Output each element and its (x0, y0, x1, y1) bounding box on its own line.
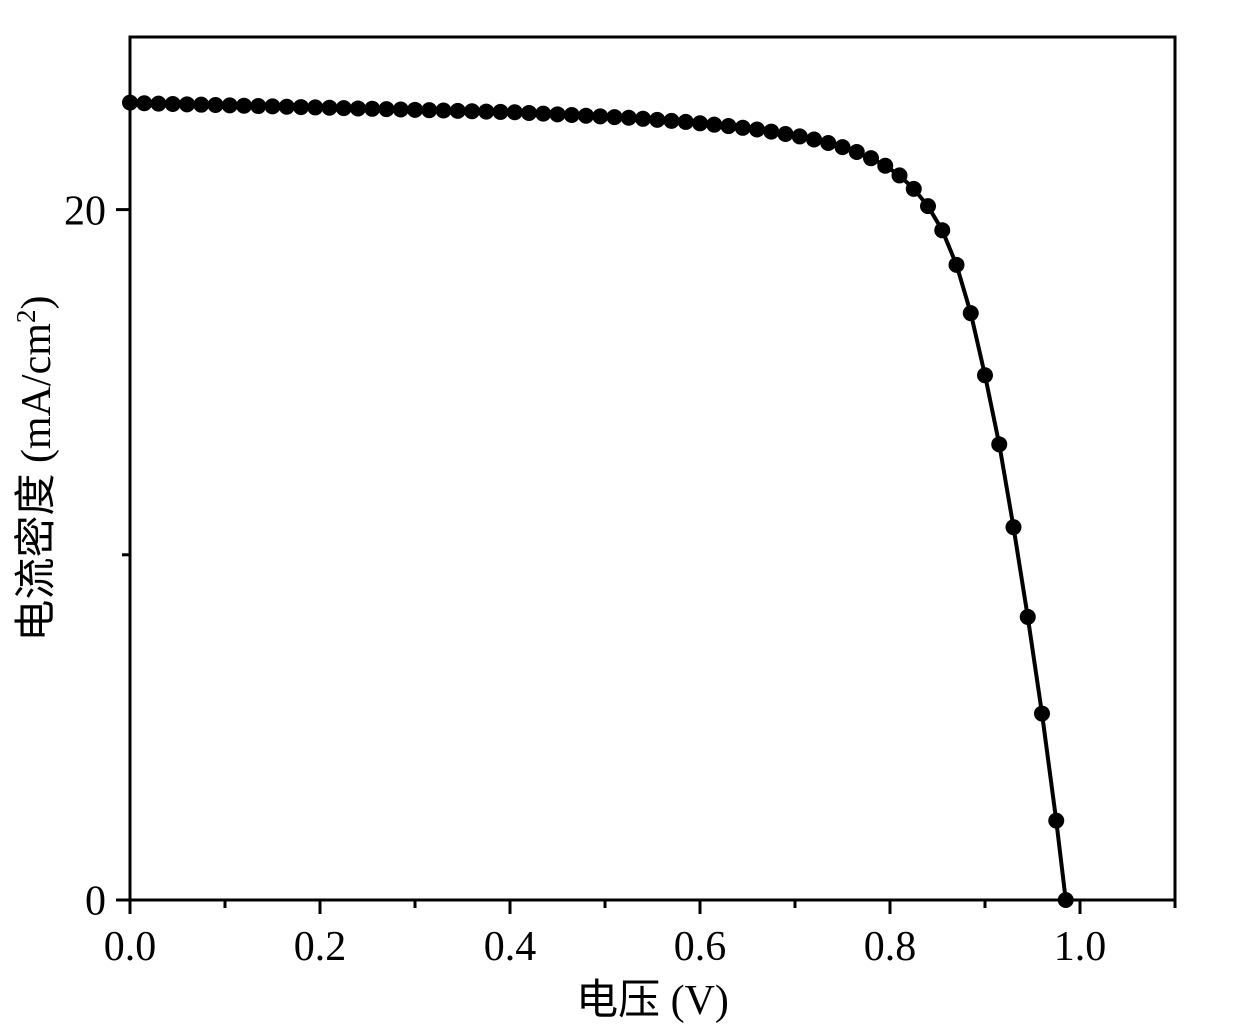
data-marker (1034, 706, 1050, 722)
data-marker (692, 115, 708, 131)
data-marker (934, 222, 950, 238)
data-marker (507, 104, 523, 120)
data-marker (621, 110, 637, 126)
data-marker (250, 98, 266, 114)
data-marker (849, 144, 865, 160)
data-marker (1048, 813, 1064, 829)
data-marker (835, 139, 851, 155)
data-marker (678, 114, 694, 130)
data-marker (478, 104, 494, 120)
data-marker (721, 118, 737, 134)
data-marker (122, 95, 138, 111)
data-marker (735, 120, 751, 136)
chart-svg: 0.0 0.2 0.4 0.6 0.8 1.0 0 20 电压 (V) 电流密度 (mA/cm2) (0, 0, 1240, 1032)
data-marker (877, 158, 893, 174)
data-marker (421, 102, 437, 118)
data-marker (963, 305, 979, 321)
y-tick-label: 0 (85, 879, 106, 925)
y-axis-label: 电流密度 (mA/cm2) (11, 295, 60, 641)
x-tick-label: 0.8 (864, 924, 917, 970)
data-marker (350, 100, 366, 116)
data-marker (450, 103, 466, 119)
data-marker (607, 109, 623, 125)
data-marker (236, 98, 252, 114)
data-marker (293, 99, 309, 115)
data-marker (763, 124, 779, 140)
data-line (130, 103, 1066, 900)
data-marker (336, 100, 352, 116)
plot-frame (130, 37, 1175, 900)
data-marker (578, 108, 594, 124)
data-marker (165, 96, 181, 112)
data-marker (307, 99, 323, 115)
data-marker (436, 103, 452, 119)
data-marker (792, 128, 808, 144)
data-marker (892, 167, 908, 183)
data-marker (379, 101, 395, 117)
data-marker (393, 101, 409, 117)
data-marker (906, 181, 922, 197)
data-marker (136, 95, 152, 111)
data-marker (193, 97, 209, 113)
data-marker (535, 106, 551, 122)
data-marker (820, 135, 836, 151)
data-marker (592, 108, 608, 124)
data-marker (1020, 609, 1036, 625)
x-tick-label: 0.0 (104, 924, 157, 970)
data-marker (635, 111, 651, 127)
data-marker (1058, 892, 1074, 908)
data-marker (364, 101, 380, 117)
data-marker (991, 436, 1007, 452)
data-marker (664, 113, 680, 129)
data-marker (806, 132, 822, 148)
data-marker (407, 102, 423, 118)
data-marker (265, 98, 281, 114)
data-marker (521, 105, 537, 121)
x-tick-label: 0.2 (294, 924, 347, 970)
data-marker (949, 257, 965, 273)
data-marker (564, 107, 580, 123)
data-marker (279, 99, 295, 115)
x-tick-label: 0.4 (484, 924, 537, 970)
y-tick-label: 20 (64, 188, 106, 234)
data-marker (179, 96, 195, 112)
data-marker (863, 150, 879, 166)
data-marker (920, 198, 936, 214)
data-marker (778, 126, 794, 142)
data-marker (322, 100, 338, 116)
data-marker (749, 122, 765, 138)
data-marker (977, 367, 993, 383)
x-tick-label: 1.0 (1054, 924, 1107, 970)
data-marker (649, 112, 665, 128)
data-marker (464, 103, 480, 119)
x-tick-label: 0.6 (674, 924, 727, 970)
data-marker (706, 117, 722, 133)
jv-curve-chart: 0.0 0.2 0.4 0.6 0.8 1.0 0 20 电压 (V) 电流密度 (mA/cm2) (0, 0, 1240, 1032)
data-marker (208, 97, 224, 113)
x-axis-label: 电压 (V) (576, 978, 729, 1024)
data-marker (493, 104, 509, 120)
data-marker (550, 106, 566, 122)
data-marker (1006, 519, 1022, 535)
data-marker (222, 97, 238, 113)
data-marker (151, 96, 167, 112)
